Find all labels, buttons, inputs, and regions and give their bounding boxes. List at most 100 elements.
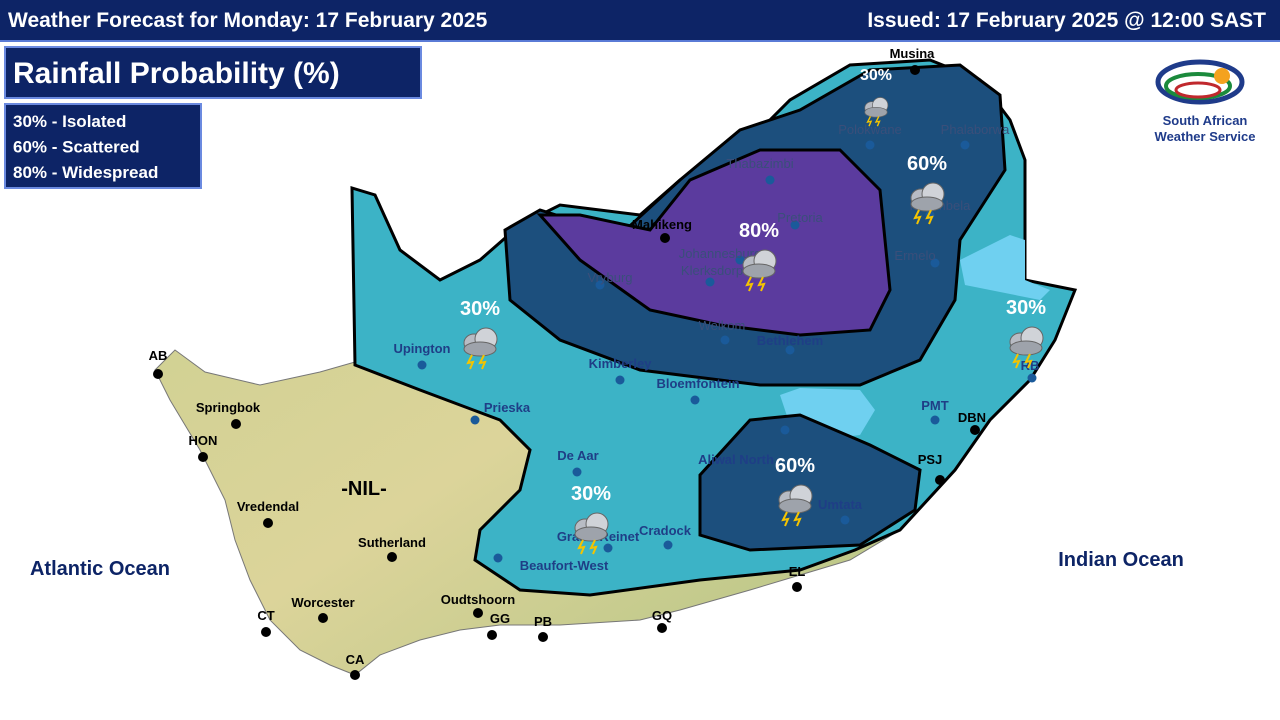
zone-label: 30%	[860, 67, 892, 84]
town-label: DBN	[958, 410, 986, 425]
town-label: EL	[789, 564, 806, 579]
town-marker	[780, 425, 790, 435]
lightning	[745, 276, 754, 292]
zone-label: 30%	[571, 483, 611, 505]
cloud	[1009, 340, 1043, 356]
zone-80-widespread	[536, 148, 892, 337]
storm-icon	[778, 484, 813, 527]
town-label: PMT	[921, 398, 949, 413]
town-label: Thabazimbi	[726, 156, 793, 171]
zone-label: 30%	[460, 298, 500, 320]
town-label: PSJ	[918, 452, 943, 467]
town-marker	[792, 582, 802, 592]
town-label: Springbok	[196, 400, 261, 415]
legend-item: 80% - Widespread	[13, 163, 158, 182]
legend: 30% - Isolated 60% - Scattered 80% - Wides…	[13, 112, 158, 182]
town-marker	[690, 395, 700, 405]
town-marker	[865, 140, 875, 150]
panel-title: Rainfall Probability (%)	[13, 57, 340, 90]
town-label: Sutherland	[358, 535, 426, 550]
header-title: Weather Forecast for Monday: 17 February…	[8, 9, 488, 32]
town-label: Welkom	[699, 318, 746, 333]
town-marker	[765, 175, 775, 185]
storm-icon	[1009, 326, 1044, 369]
town-marker	[538, 632, 548, 642]
legend-item: 30% - Isolated	[13, 112, 126, 131]
legend-box	[4, 103, 202, 189]
town-label: Umtata	[818, 497, 863, 512]
town-marker	[350, 670, 360, 680]
town-marker	[1027, 373, 1037, 383]
town-label: CA	[346, 652, 365, 667]
town-marker	[493, 553, 503, 563]
lightning	[589, 539, 598, 555]
town-marker	[387, 552, 397, 562]
town-marker	[198, 452, 208, 462]
town-marker	[261, 627, 271, 637]
town-label: Cradock	[639, 523, 692, 538]
town-marker	[960, 140, 970, 150]
town-marker	[663, 540, 673, 550]
eswatini-region	[960, 235, 1050, 300]
town-marker	[572, 467, 582, 477]
lightning	[757, 276, 766, 292]
legend-item: 60% - Scattered	[13, 138, 140, 157]
town-label: Oudtshoorn	[441, 592, 515, 607]
cloud	[910, 196, 944, 212]
header-bar	[0, 0, 1280, 40]
storm-icon	[742, 249, 777, 292]
zone-label: 30%	[1006, 297, 1046, 319]
zone-labels: 30% 60% 80% 30% 30% 60% 30% -NIL-	[341, 67, 1046, 555]
town-marker	[153, 369, 163, 379]
town-label: Vredendal	[237, 499, 299, 514]
town-label: Ermelo	[894, 248, 935, 263]
cloud	[574, 526, 608, 542]
lightning	[793, 511, 802, 527]
town-marker	[930, 415, 940, 425]
town-label: Polokwane	[838, 122, 902, 137]
town-label: AB	[149, 348, 168, 363]
town-marker	[720, 335, 730, 345]
town-marker	[930, 258, 940, 268]
town-marker	[487, 630, 497, 640]
zone-label: 60%	[775, 455, 815, 477]
town-label: Vryburg	[587, 270, 632, 285]
lightning	[1024, 353, 1033, 369]
storm-icon	[574, 512, 609, 555]
panel-title-box	[4, 46, 422, 99]
town-label: GQ	[652, 608, 672, 623]
lightning	[577, 539, 586, 555]
town-marker	[735, 255, 745, 265]
towns: MusinaPolokwanePhalaborwaThabazimbiMbomb…	[149, 46, 1039, 680]
storm-icon	[910, 182, 945, 225]
town-marker	[785, 345, 795, 355]
lightning	[866, 116, 873, 127]
town-marker	[790, 220, 800, 230]
ocean-label: Indian Ocean	[1058, 549, 1184, 571]
zone-label: 60%	[907, 153, 947, 175]
town-marker	[935, 475, 945, 485]
lightning	[925, 209, 934, 225]
town-label: De Aar	[557, 448, 598, 463]
town-label: Prieska	[484, 400, 531, 415]
cloud	[463, 341, 497, 357]
town-marker	[705, 277, 715, 287]
town-marker	[840, 515, 850, 525]
lightning	[874, 116, 881, 127]
town-label: Phalaborwa	[941, 122, 1010, 137]
town-label: Worcester	[291, 595, 354, 610]
town-marker	[473, 608, 483, 618]
logo-text: Weather Service	[1155, 129, 1256, 144]
lightning	[1012, 353, 1021, 369]
lightning	[781, 511, 790, 527]
town-marker	[970, 425, 980, 435]
cloud	[742, 263, 776, 279]
header-issued: Issued: 17 February 2025 @ 12:00 SAST	[867, 9, 1266, 32]
cloud	[778, 498, 812, 514]
town-marker	[263, 518, 273, 528]
town-label: GG	[490, 611, 510, 626]
zone-60-south	[698, 413, 922, 552]
town-marker	[470, 415, 480, 425]
town-marker	[417, 360, 427, 370]
